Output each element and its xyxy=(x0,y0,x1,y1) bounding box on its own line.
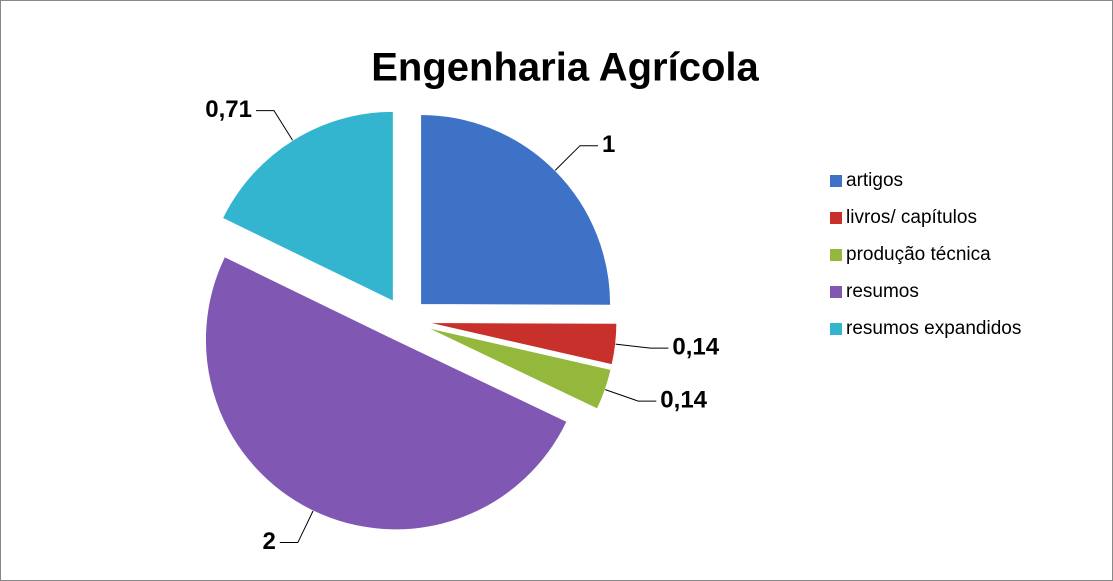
leader-line xyxy=(554,145,598,171)
legend-swatch xyxy=(830,286,842,298)
pie-slice xyxy=(221,110,394,303)
legend-swatch xyxy=(830,249,842,261)
leader-line xyxy=(605,389,657,402)
legend-label: resumos expandidos xyxy=(846,318,1021,339)
chart-title: Engenharia Agrícola xyxy=(371,46,759,90)
legend-label: livros/ capítulos xyxy=(846,207,977,228)
legend-label: produção técnica xyxy=(846,244,991,265)
legend-label: resumos xyxy=(846,281,919,302)
leader-line xyxy=(256,110,293,141)
pie-slice xyxy=(420,113,612,306)
legend-swatch xyxy=(830,212,842,224)
legend-label: artigos xyxy=(846,170,903,191)
legend-swatch xyxy=(830,323,842,335)
data-label: 0,14 xyxy=(672,333,719,360)
pie-slice xyxy=(426,322,618,366)
data-label: 2 xyxy=(262,528,275,555)
data-label: 1 xyxy=(602,131,615,158)
data-label: 0,14 xyxy=(660,386,707,413)
legend-swatch xyxy=(830,175,842,187)
pie-slice xyxy=(205,256,568,531)
leader-line xyxy=(279,510,314,544)
leader-line xyxy=(615,343,669,349)
data-label: 0,71 xyxy=(205,96,252,123)
